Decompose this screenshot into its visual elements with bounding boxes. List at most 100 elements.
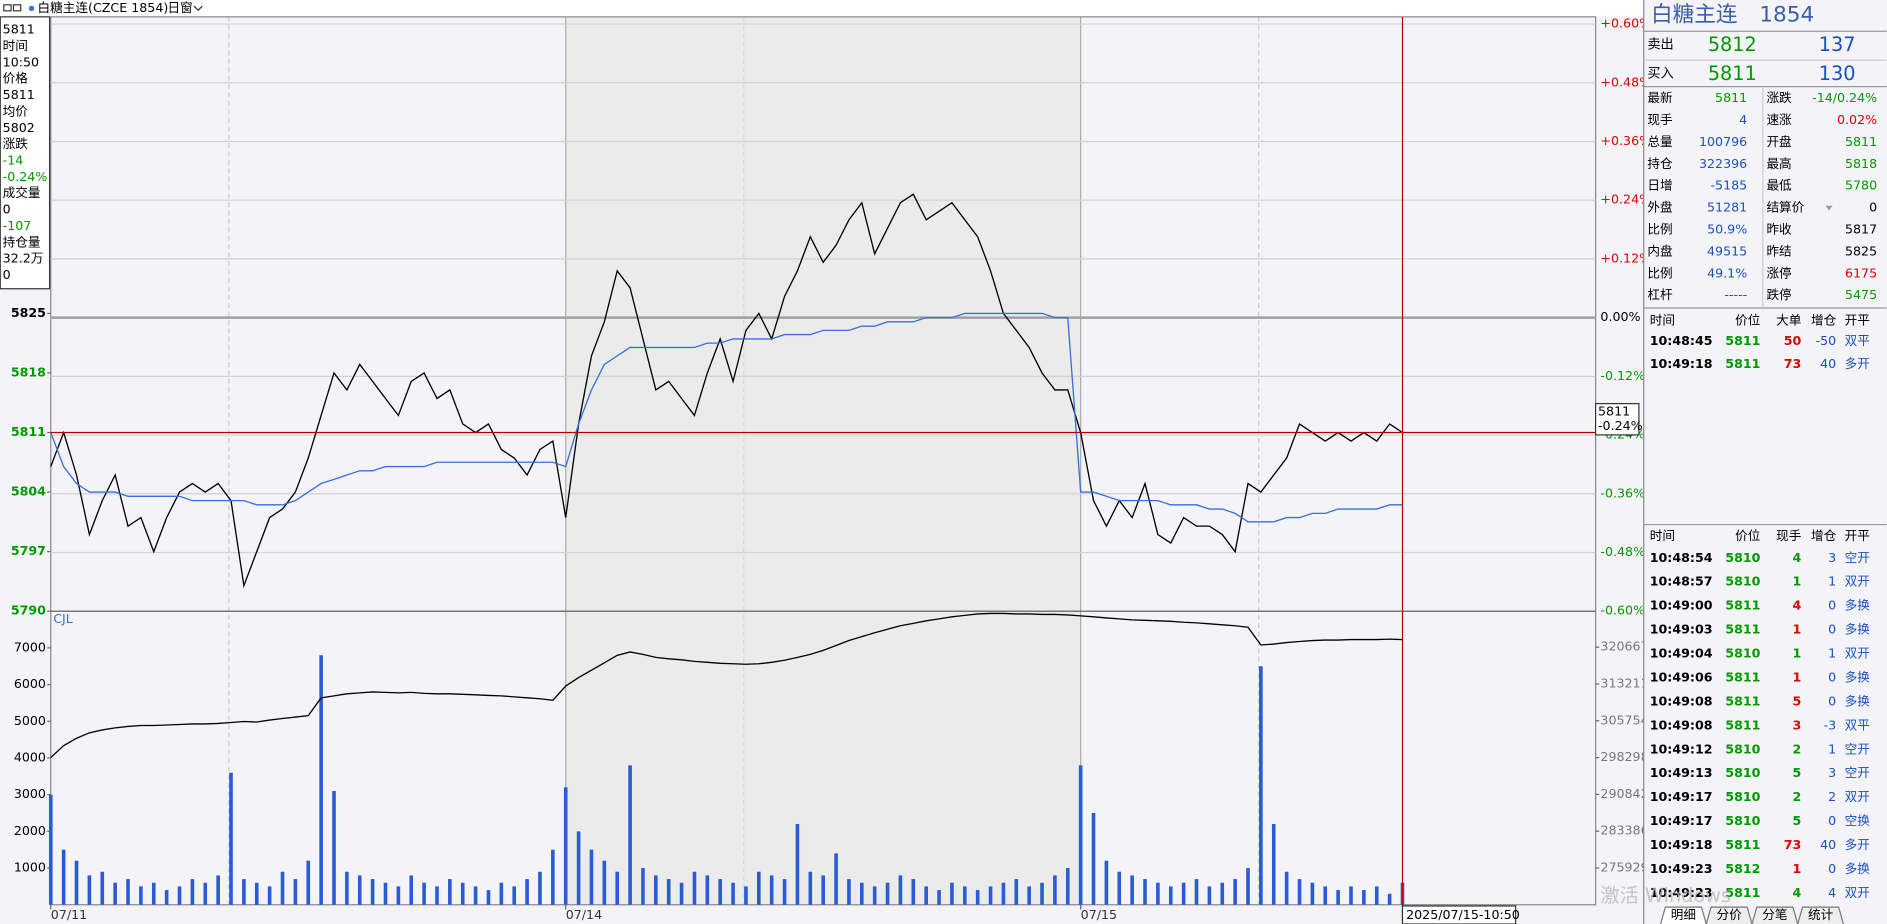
table-cell: 5810: [1725, 574, 1760, 589]
volume-bar: [692, 871, 697, 905]
volume-bar: [139, 886, 143, 905]
stat-label: 最低: [1766, 178, 1792, 193]
volume-bar: [1104, 860, 1109, 905]
volume-bar: [975, 890, 980, 905]
y2-tick-label: +0.12%: [1600, 250, 1651, 265]
tab-label[interactable]: 分笔: [1762, 907, 1787, 922]
table-header: 现手: [1776, 528, 1802, 543]
table-cell: 5812: [1725, 861, 1760, 876]
volume-bar: [1284, 871, 1289, 905]
volume-bar: [718, 879, 723, 905]
tab[interactable]: [1797, 906, 1845, 924]
info-line: 持仓量: [3, 234, 41, 249]
volume-bar: [602, 860, 607, 905]
volume-bar: [422, 882, 426, 905]
table-cell: 1: [1828, 646, 1836, 661]
y2-tick-label: +0.24%: [1600, 192, 1651, 207]
stat-value: 322396: [1699, 156, 1747, 171]
table-cell: 5810: [1725, 550, 1760, 565]
stat-value: 5825: [1845, 243, 1877, 258]
y2-tick-label: -0.60%: [1600, 603, 1645, 618]
info-line: 10:50: [3, 54, 39, 69]
y-tick-label: 5000: [14, 713, 46, 728]
y2-tick-label: 0.00%: [1600, 309, 1640, 324]
table-cell: -3: [1824, 717, 1837, 732]
y-tick-label: 4000: [14, 749, 46, 764]
x-tick-label: 07/15: [1081, 907, 1117, 922]
table-cell: 多换: [1845, 669, 1871, 684]
table-cell: 空开: [1845, 741, 1870, 756]
info-lines: 5811时间10:50价格5811均价5802涨跌-14-0.24%成交量0-1…: [3, 22, 48, 282]
table-cell: 10:49:18: [1650, 837, 1713, 852]
volume-bar: [744, 886, 748, 905]
volume-bar: [1259, 666, 1263, 905]
volume-bar: [460, 882, 465, 905]
tab-label[interactable]: 统计: [1808, 907, 1834, 922]
volume-bar: [1040, 882, 1044, 905]
tab[interactable]: [1751, 906, 1799, 924]
y2-tick-label: 275929: [1600, 859, 1648, 874]
volume-bar: [1246, 868, 1250, 905]
stat-label: 涨跌: [1766, 90, 1792, 105]
tab-label[interactable]: 分价: [1717, 907, 1743, 922]
info-line: 5802: [3, 120, 35, 135]
ask-volume: 137: [1819, 33, 1856, 56]
stat-label: 现手: [1647, 112, 1673, 127]
dropdown-arrow[interactable]: [193, 5, 203, 12]
current-price-label: 5811: [1598, 404, 1630, 419]
volume-bar: [628, 765, 632, 905]
stat-label: 结算价: [1766, 200, 1804, 215]
current-change-label: -0.24%: [1598, 418, 1643, 433]
table-cell: 3: [1793, 717, 1802, 732]
stat-label: 昨收: [1766, 222, 1792, 237]
y2-tick-label: 283386: [1600, 823, 1648, 838]
table-cell: 1: [1793, 861, 1802, 876]
symbol[interactable]: 白糖主连(CZCE 1854): [38, 0, 169, 15]
info-line: -107: [3, 218, 32, 233]
stat-value: 50.9%: [1707, 222, 1747, 237]
table-cell: 5810: [1725, 646, 1760, 661]
y-tick-label: 6000: [14, 676, 46, 691]
info-line: 0: [3, 202, 11, 217]
info-line: 5811: [3, 22, 35, 37]
series-line: [50, 312, 1403, 523]
table-cell: 0: [1828, 693, 1836, 708]
info-line: -14: [3, 152, 24, 167]
volume-bar: [396, 886, 401, 905]
icon[interactable]: [3, 4, 12, 12]
icon[interactable]: [12, 4, 22, 12]
tab[interactable]: [1659, 906, 1707, 924]
dropdown-arrow[interactable]: [1825, 205, 1833, 211]
table-cell: 40: [1820, 837, 1836, 852]
volume-bar: [1336, 890, 1340, 905]
day-bg: [1080, 16, 1596, 905]
tab[interactable]: [1705, 906, 1753, 924]
bid-volume: 130: [1819, 62, 1856, 85]
table-cell: 多开: [1845, 356, 1870, 371]
tab-label[interactable]: 明细: [1671, 907, 1696, 922]
volume-bar: [499, 882, 504, 905]
volume-bar: [486, 890, 491, 905]
table-cell: 0: [1828, 598, 1836, 613]
stat-value: 5780: [1845, 178, 1877, 193]
volume-bar: [860, 882, 864, 905]
volume-bar: [151, 882, 156, 905]
table-header: 大单: [1776, 313, 1801, 328]
table-cell: 3: [1828, 765, 1836, 780]
toolbar: [0, 0, 1644, 17]
table-cell: 多换: [1845, 598, 1871, 613]
y-tick-label: 5818: [11, 364, 46, 379]
stat-label: 外盘: [1647, 200, 1673, 215]
table-cell: 双开: [1845, 789, 1870, 804]
volume-bar: [551, 849, 555, 905]
y-tick-label: 5790: [11, 603, 46, 618]
volume-bar: [769, 875, 774, 905]
stat-label: 杠杆: [1647, 287, 1673, 302]
period[interactable]: 日窗: [167, 0, 192, 15]
info-line: 32.2万: [3, 251, 44, 266]
table-cell: 1: [1793, 574, 1802, 589]
volume-bar: [885, 882, 890, 905]
stat-label: 总量: [1647, 134, 1673, 149]
volume-bar: [757, 871, 761, 905]
